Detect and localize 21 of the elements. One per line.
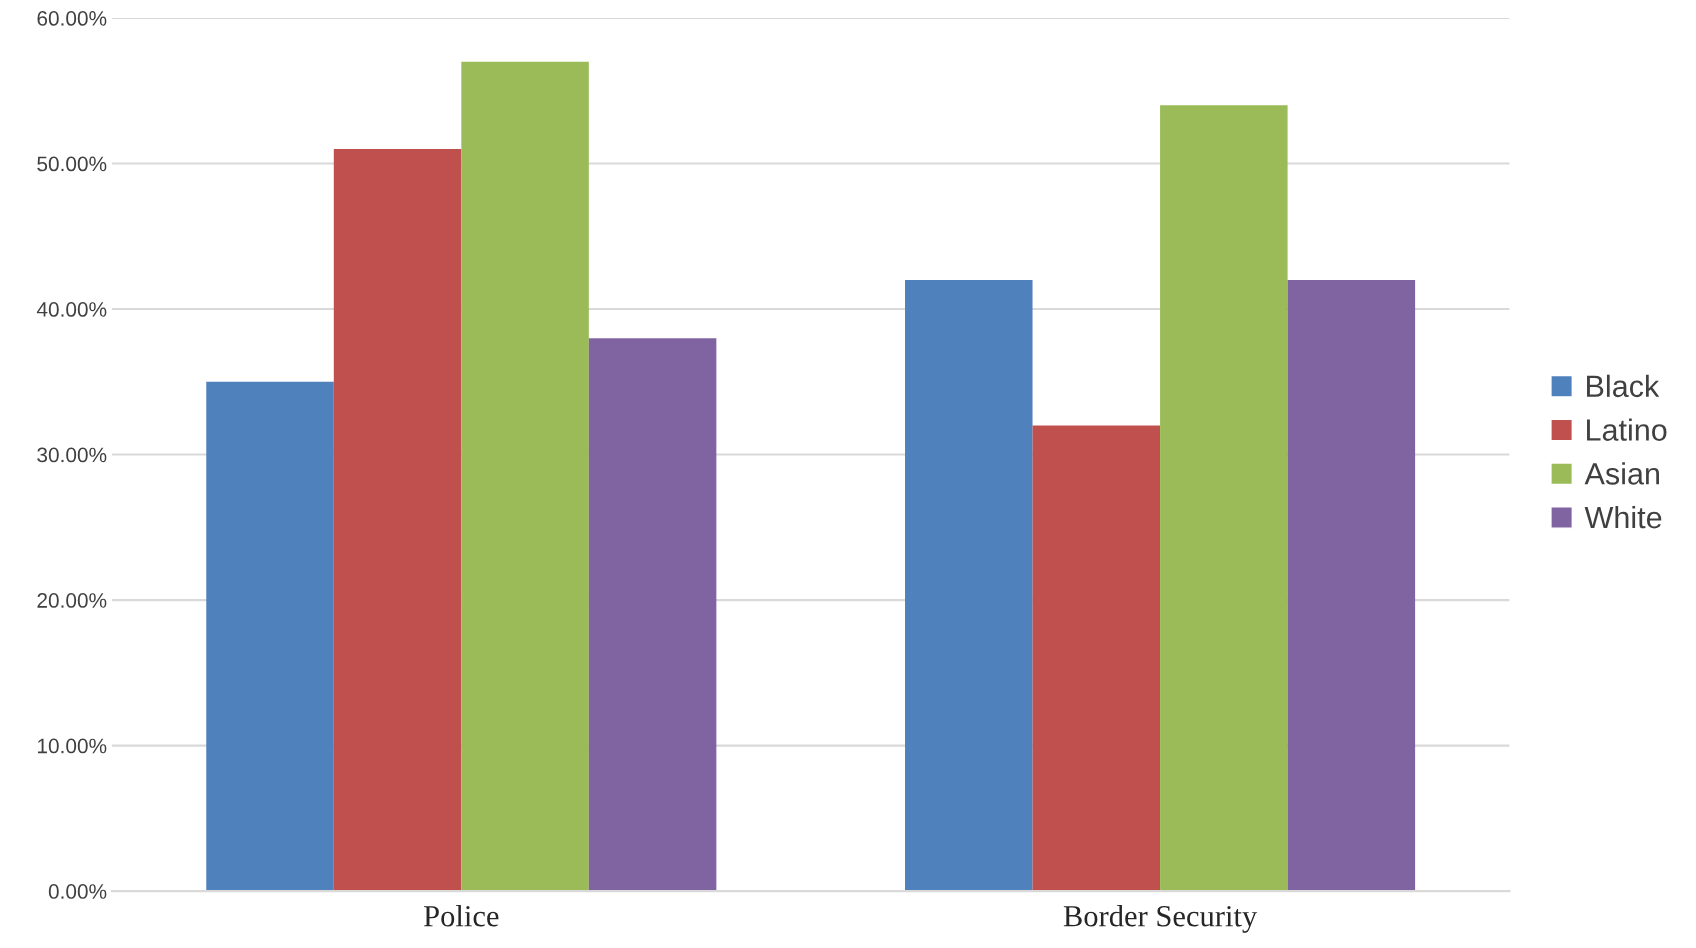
bar [461, 61, 589, 892]
bar [206, 381, 334, 892]
bar [588, 338, 717, 892]
bar [905, 279, 1033, 892]
bar [1287, 279, 1416, 892]
bar [333, 148, 462, 892]
x-tick-label: Police [424, 905, 499, 927]
y-tick-label: 10.00% [38, 738, 107, 754]
y-tick-label: 50.00% [37, 156, 107, 172]
y-tick-label: 40.00% [36, 302, 107, 317]
y-tick-label: 0.00% [48, 884, 107, 899]
legend-label: White [1584, 505, 1662, 529]
bar [1160, 105, 1288, 892]
bar [1032, 425, 1161, 892]
legend-label: Asian [1584, 462, 1659, 485]
legend-label: Black [1587, 374, 1660, 398]
y-tick-label: 30.00% [37, 447, 107, 463]
x-tick-label: Border Security [1063, 905, 1258, 933]
y-tick-label: 20.00% [37, 593, 107, 608]
y-tick-label: 60.00% [37, 11, 107, 26]
legend-label: Latino [1587, 418, 1667, 441]
